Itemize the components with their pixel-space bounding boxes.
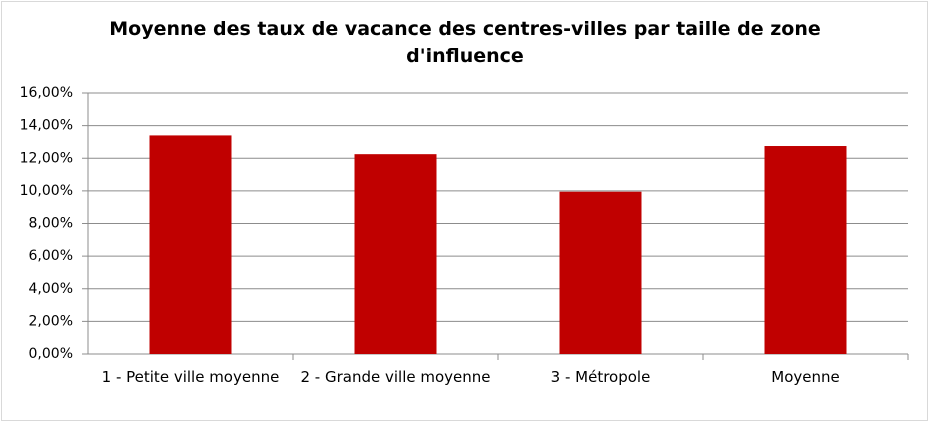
- bar: [354, 154, 437, 354]
- y-tick-label: 0,00%: [29, 346, 73, 362]
- bar: [149, 135, 232, 354]
- y-tick-label: 14,00%: [20, 118, 73, 134]
- y-tick-label: 10,00%: [20, 183, 73, 199]
- y-tick-label: 16,00%: [20, 85, 73, 101]
- bar: [559, 191, 642, 354]
- y-tick-label: 6,00%: [29, 248, 73, 264]
- y-tick-label: 4,00%: [29, 281, 73, 297]
- x-tick-label: 2 - Grande ville moyenne: [300, 368, 491, 386]
- y-tick-label: 8,00%: [29, 216, 73, 232]
- y-tick-label: 2,00%: [29, 313, 73, 329]
- x-tick-label: 3 - Métropole: [550, 368, 651, 386]
- x-tick-label: Moyenne: [771, 368, 840, 386]
- y-tick-label: 12,00%: [20, 150, 73, 166]
- chart-title: Moyenne des taux de vacance des centres-…: [109, 18, 821, 67]
- bar: [764, 146, 847, 354]
- x-tick-label: 1 - Petite ville moyenne: [101, 368, 280, 386]
